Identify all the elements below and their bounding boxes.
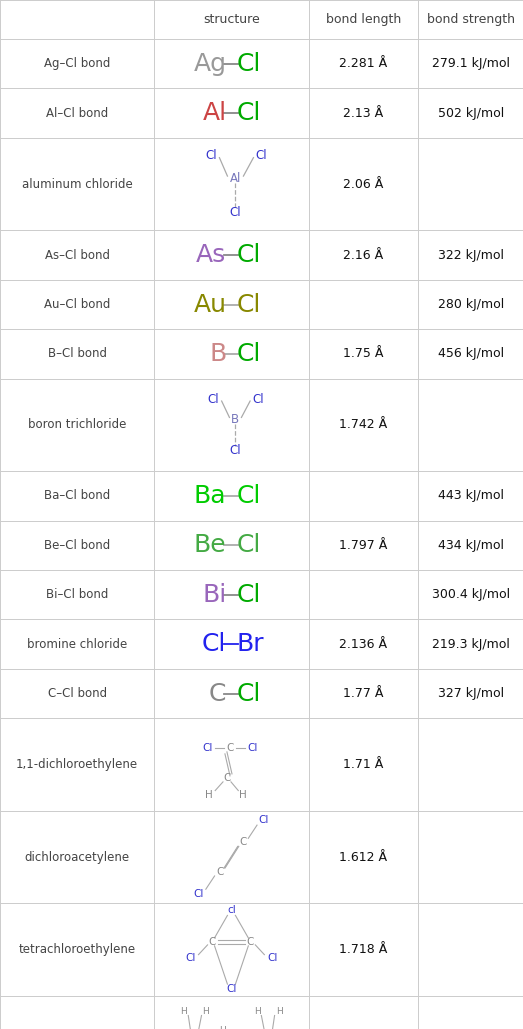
Text: 456 kJ/mol: 456 kJ/mol (438, 348, 504, 360)
Text: 1.797 Å: 1.797 Å (339, 539, 388, 552)
Text: B: B (231, 413, 240, 426)
Text: Cl: Cl (236, 681, 261, 706)
Text: Cl: Cl (185, 953, 196, 963)
Text: Ag: Ag (194, 51, 226, 76)
Text: H: H (180, 1007, 187, 1016)
Text: Cl: Cl (202, 632, 226, 657)
Text: H: H (206, 789, 213, 800)
Text: Be–Cl bond: Be–Cl bond (44, 539, 110, 552)
Text: 279.1 kJ/mol: 279.1 kJ/mol (431, 58, 510, 70)
Text: 280 kJ/mol: 280 kJ/mol (438, 298, 504, 311)
Text: 443 kJ/mol: 443 kJ/mol (438, 490, 504, 502)
Text: Cl: Cl (202, 743, 213, 753)
Text: C: C (226, 743, 234, 753)
Text: 2.16 Å: 2.16 Å (344, 249, 383, 261)
Text: 1.75 Å: 1.75 Å (343, 348, 384, 360)
Text: Cl: Cl (236, 582, 261, 607)
Text: Cl: Cl (236, 292, 261, 317)
Text: Cl: Cl (256, 149, 267, 163)
Text: aluminum chloride: aluminum chloride (22, 178, 132, 190)
Text: Cl: Cl (230, 445, 241, 458)
Text: 2.06 Å: 2.06 Å (343, 178, 384, 190)
Text: tetrachloroethylene: tetrachloroethylene (19, 944, 135, 956)
Text: B: B (209, 342, 226, 366)
Text: Bi: Bi (202, 582, 226, 607)
Text: Be: Be (194, 533, 226, 558)
Text: Bi–Cl bond: Bi–Cl bond (46, 589, 108, 601)
Text: C: C (209, 936, 216, 947)
Text: Cl: Cl (236, 101, 261, 126)
Text: Au: Au (194, 292, 226, 317)
Text: 1.71 Å: 1.71 Å (343, 758, 384, 771)
Text: Cl: Cl (208, 392, 220, 405)
Text: boron trichloride: boron trichloride (28, 419, 127, 431)
Text: C: C (240, 838, 247, 847)
Text: Cl: Cl (259, 815, 269, 825)
Text: 434 kJ/mol: 434 kJ/mol (438, 539, 504, 552)
Text: Cl: Cl (252, 392, 264, 405)
Text: Cl: Cl (236, 342, 261, 366)
Text: Cl: Cl (236, 51, 261, 76)
Text: 2.136 Å: 2.136 Å (339, 638, 388, 650)
Text: H: H (219, 1026, 225, 1029)
Text: Cl: Cl (230, 206, 241, 219)
Text: 300.4 kJ/mol: 300.4 kJ/mol (431, 589, 510, 601)
Text: dichloroacetylene: dichloroacetylene (25, 851, 130, 863)
Text: C: C (216, 867, 223, 877)
Text: 1.742 Å: 1.742 Å (339, 419, 388, 431)
Text: C–Cl bond: C–Cl bond (48, 687, 107, 700)
Text: Cl: Cl (267, 953, 278, 963)
Text: Br: Br (236, 632, 264, 657)
Text: H: H (254, 1007, 261, 1016)
Text: Cl: Cl (236, 484, 261, 508)
Text: C: C (209, 681, 226, 706)
Text: Al: Al (230, 172, 241, 184)
Text: Ag–Cl bond: Ag–Cl bond (44, 58, 110, 70)
Text: Al: Al (202, 101, 226, 126)
Text: bond length: bond length (326, 13, 401, 26)
Text: Al–Cl bond: Al–Cl bond (46, 107, 108, 119)
Text: bromine chloride: bromine chloride (27, 638, 127, 650)
Text: H: H (240, 789, 247, 800)
Text: 502 kJ/mol: 502 kJ/mol (438, 107, 504, 119)
Text: 1.718 Å: 1.718 Å (339, 944, 388, 956)
Text: B–Cl bond: B–Cl bond (48, 348, 107, 360)
Text: C: C (223, 773, 231, 783)
Text: Ba: Ba (194, 484, 226, 508)
Text: 1.612 Å: 1.612 Å (339, 851, 388, 863)
Text: As–Cl bond: As–Cl bond (44, 249, 110, 261)
Text: 2.281 Å: 2.281 Å (339, 58, 388, 70)
Text: 1.77 Å: 1.77 Å (343, 687, 384, 700)
Text: 322 kJ/mol: 322 kJ/mol (438, 249, 504, 261)
Text: Ba–Cl bond: Ba–Cl bond (44, 490, 110, 502)
Text: Au–Cl bond: Au–Cl bond (44, 298, 110, 311)
Text: 327 kJ/mol: 327 kJ/mol (438, 687, 504, 700)
Text: C: C (247, 936, 254, 947)
Text: cl: cl (227, 906, 236, 916)
Text: structure: structure (203, 13, 260, 26)
Text: 1,1-dichloroethylene: 1,1-dichloroethylene (16, 758, 138, 771)
Text: Cl: Cl (247, 743, 257, 753)
Text: Cl: Cl (206, 149, 217, 163)
Text: H: H (202, 1007, 209, 1016)
Text: Cl: Cl (226, 984, 236, 994)
Text: H: H (276, 1007, 283, 1016)
Text: Cl: Cl (236, 533, 261, 558)
Text: Cl: Cl (194, 889, 204, 899)
Text: 219.3 kJ/mol: 219.3 kJ/mol (432, 638, 509, 650)
Text: As: As (196, 243, 226, 268)
Text: Cl: Cl (236, 243, 261, 268)
Text: bond strength: bond strength (427, 13, 515, 26)
Text: 2.13 Å: 2.13 Å (344, 107, 383, 119)
